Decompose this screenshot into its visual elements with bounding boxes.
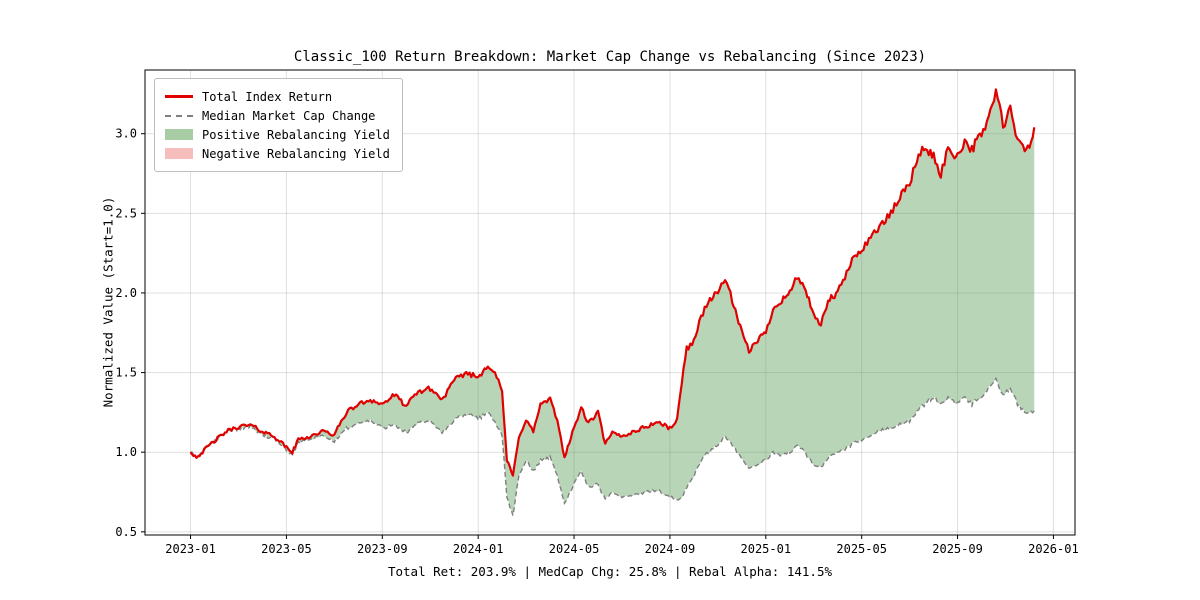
legend-label-negative-yield: Negative Rebalancing Yield [202, 146, 390, 161]
legend-label-total-return: Total Index Return [202, 89, 333, 104]
stats-caption: Total Ret: 203.9% | MedCap Chg: 25.8% | … [387, 564, 832, 579]
total-return-line-swatch [165, 95, 193, 98]
y-tick-label: 2.5 [115, 206, 137, 220]
chart-title: Classic_100 Return Breakdown: Market Cap… [293, 49, 927, 65]
y-tick-label: 0.5 [115, 525, 137, 539]
legend-label-positive-yield: Positive Rebalancing Yield [202, 127, 390, 142]
legend: Total Index Return Median Market Cap Cha… [154, 78, 403, 172]
x-tick-label: 2023-05 [261, 542, 312, 556]
positive-rebalancing-fill [190, 89, 1035, 516]
x-tick-label: 2024-09 [645, 542, 696, 556]
x-tick-label: 2025-01 [741, 542, 792, 556]
x-tick-label: 2025-09 [932, 542, 983, 556]
x-tick-label: 2023-09 [357, 542, 408, 556]
x-tick-label: 2024-05 [549, 542, 600, 556]
legend-item-positive-yield: Positive Rebalancing Yield [165, 125, 390, 144]
y-tick-label: 3.0 [115, 127, 137, 141]
x-tick-label: 2026-01 [1028, 542, 1079, 556]
legend-item-total-return: Total Index Return [165, 87, 390, 106]
positive-yield-patch-swatch [165, 129, 193, 140]
negative-yield-patch-swatch [165, 148, 193, 159]
legend-label-medcap: Median Market Cap Change [202, 108, 376, 123]
x-tick-label: 2025-05 [836, 542, 887, 556]
legend-item-medcap: Median Market Cap Change [165, 106, 390, 125]
total-index-return-line [189, 88, 1036, 477]
legend-item-negative-yield: Negative Rebalancing Yield [165, 144, 390, 163]
plot-border [144, 69, 1076, 536]
median-market-cap-line [190, 376, 1035, 516]
y-axis-label: Normalized Value (Start=1.0) [100, 196, 116, 408]
x-tick-label: 2024-01 [453, 542, 504, 556]
y-tick-label: 1.0 [115, 445, 137, 459]
y-tick-label: 1.5 [115, 366, 137, 380]
medcap-dashed-line-swatch [165, 114, 193, 117]
y-tick-label: 2.0 [115, 286, 137, 300]
x-tick-label: 2023-01 [165, 542, 216, 556]
